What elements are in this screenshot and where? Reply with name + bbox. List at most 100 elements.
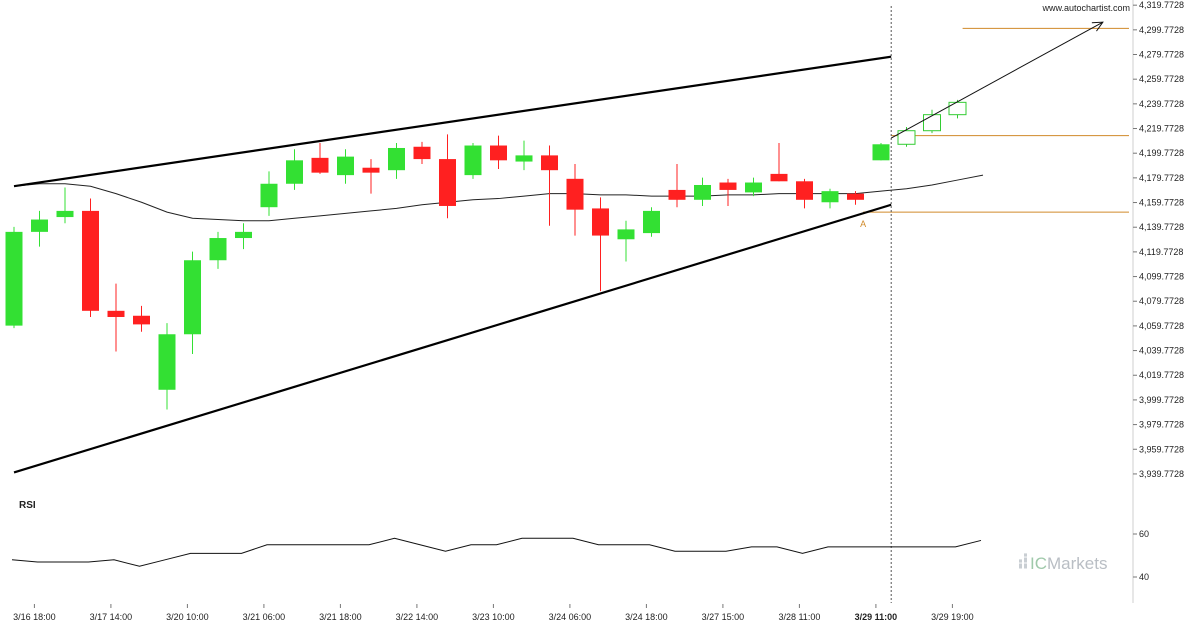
candle [82,198,99,317]
y-tick-label: 4,119.7728 [1139,247,1183,257]
candle [107,283,125,352]
candle [184,251,201,354]
candle-body [821,191,839,203]
candle [617,220,635,262]
logo-suffix: Markets [1047,554,1107,573]
y-tick-label: 4,319.7728 [1139,0,1184,10]
candle [796,178,813,209]
candle [158,323,176,410]
candles [5,134,890,410]
trend-line-lower-support [13,203,892,474]
y-tick-label: 4,099.7728 [1139,272,1184,282]
candle-body [592,208,609,236]
candle-body [56,210,74,218]
logo-dot [1024,553,1027,557]
candle [872,143,890,161]
candle-body [643,210,660,234]
candle [694,177,711,206]
x-tick-label: 3/29 11:00 [855,612,898,622]
candle-body [796,181,813,200]
candle-body [362,167,380,173]
candle-body [311,157,329,173]
candle [439,134,456,219]
candle [31,210,48,247]
candle-body [770,173,788,182]
candle [464,143,482,179]
candle [388,143,405,179]
projected-candles [897,99,967,147]
candle [413,141,431,165]
projected-candle [923,109,941,134]
x-tick-label: 3/21 06:00 [243,612,286,622]
candle-body [541,155,558,171]
candle [668,164,686,208]
y-tick-label: 4,199.7728 [1139,148,1184,158]
x-tick-label: 3/20 10:00 [166,612,209,622]
candle [133,305,150,332]
x-tick-label: 3/23 10:00 [472,612,515,622]
candle-body [694,184,711,200]
y-tick-label: 4,079.7728 [1139,296,1184,306]
trend-lines [13,55,892,474]
y-axis-ticks: 4,319.7728 4,299.7728 4,279.7728 4,259.7728… [1133,0,1184,479]
pattern-marker: A [860,219,866,229]
forecast-arrow [890,21,1104,139]
candle [209,231,227,269]
y-tick-label: 3,999.7728 [1139,395,1184,405]
x-tick-label: 3/29 19:00 [931,612,974,622]
candle-body [260,183,278,208]
candle-body [490,145,507,161]
candle-body [286,160,303,184]
candle [821,188,839,209]
brand-logo: ICMarkets [1019,553,1107,573]
y-tick-label: 4,039.7728 [1139,346,1184,356]
candle-body [464,145,482,176]
candle [235,223,252,250]
forecast-arrow-line [890,21,1104,139]
candle [770,143,788,182]
rsi-panel: RSI [11,500,982,567]
y-tick-label: 4,019.7728 [1139,370,1184,380]
y-tick-label: 3,939.7728 [1139,469,1184,479]
x-tick-label: 3/22 14:00 [396,612,439,622]
rsi-line [11,537,982,567]
candle [56,187,74,224]
candle [566,164,584,236]
candle [515,140,533,171]
candle [5,226,23,329]
candle-body [668,189,686,200]
x-tick-label: 3/24 18:00 [625,612,668,622]
logo-dot [1019,563,1022,569]
x-tick-label: 3/24 06:00 [549,612,592,622]
y-tick-label: 3,959.7728 [1139,444,1184,454]
rsi-ticks: 60 40 [1133,529,1149,582]
rsi-tick-label: 60 [1139,529,1149,539]
y-tick-label: 4,279.7728 [1139,50,1184,60]
x-axis-ticks: 3/16 18:00 3/17 14:00 3/20 10:00 3/21 06:00… [13,604,974,622]
candle-body [235,231,252,239]
candle-body [872,144,890,161]
candle [337,149,354,184]
rsi-tick-label: 40 [1139,572,1149,582]
y-tick-label: 4,159.7728 [1139,198,1184,208]
y-tick-label: 4,179.7728 [1139,173,1184,183]
candle-body [439,159,456,206]
candle [286,149,303,190]
y-tick-label: 4,219.7728 [1139,124,1184,134]
candle [541,145,558,226]
candle-body [388,147,405,171]
x-tick-label: 3/21 18:00 [319,612,362,622]
logo-dot [1019,559,1022,563]
logo-dots-icon [1019,553,1027,569]
candle [719,178,737,206]
projected-candle-body [948,101,967,116]
price-levels [863,27,1129,213]
candle-body [413,146,431,160]
candle-body [107,310,125,317]
projected-candle [948,99,967,119]
candle-body [5,231,23,326]
candle-body [133,315,150,325]
pattern-marker-label: A [860,219,866,229]
